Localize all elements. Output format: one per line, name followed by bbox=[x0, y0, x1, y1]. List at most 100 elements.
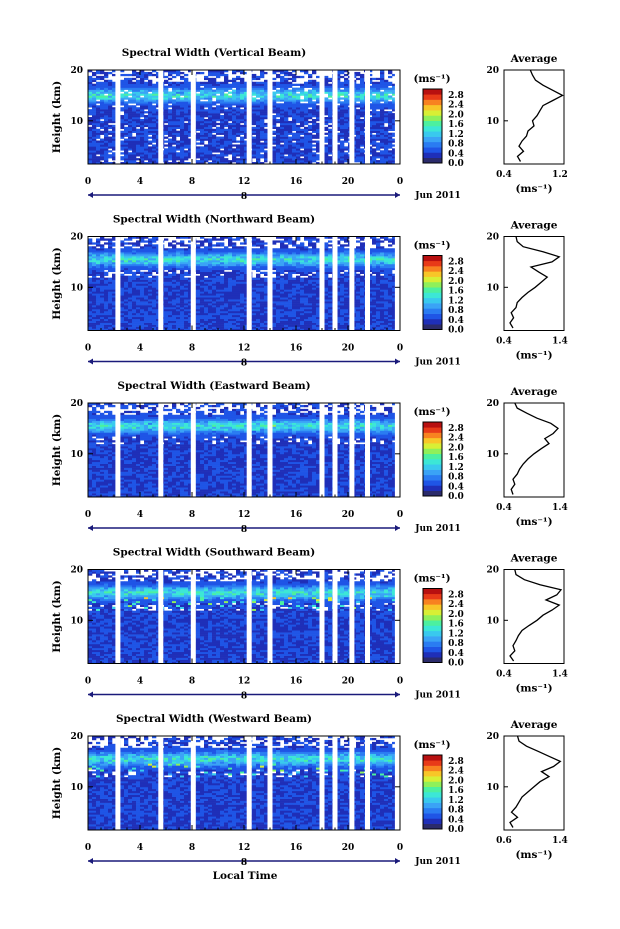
colorbar-swatch bbox=[423, 271, 442, 277]
colorbar-tick-label: 1.6 bbox=[448, 453, 464, 463]
colorbar-swatch bbox=[423, 120, 442, 127]
colorbar-swatch bbox=[423, 614, 442, 621]
x-tick-label: 20 bbox=[342, 344, 355, 354]
colorbar-swatch bbox=[423, 147, 442, 153]
colorbar-tick-label: 0.8 bbox=[448, 140, 464, 150]
profile-y-tick-label: 10 bbox=[486, 616, 499, 626]
y-axis-label: Height (km) bbox=[51, 247, 63, 319]
y-tick-label: 20 bbox=[70, 66, 83, 76]
profile-x-tick-label: 0.4 bbox=[496, 670, 512, 680]
colorbar-tick-label: 2.0 bbox=[448, 610, 464, 620]
colorbar-swatch bbox=[423, 807, 442, 814]
date-bar-arrow-left bbox=[88, 358, 93, 365]
panel-5: Spectral Width (Westward Beam) 10 20 Height… bbox=[51, 713, 568, 868]
colorbar-swatch bbox=[423, 136, 442, 143]
profile-x-axis-label: (ms⁻¹) bbox=[515, 849, 552, 861]
colorbar-tick-label: 2.8 bbox=[448, 591, 464, 601]
colorbar-tick-label: 2.4 bbox=[448, 600, 464, 610]
data-gap bbox=[190, 736, 196, 830]
colorbar-swatch bbox=[423, 625, 442, 632]
profile-y-tick-label: 10 bbox=[486, 283, 499, 293]
profile-line bbox=[509, 735, 562, 828]
date-label: Jun 2011 bbox=[414, 691, 461, 701]
profile-x-tick-label: 0.6 bbox=[496, 836, 512, 846]
x-tick-label: 0 bbox=[397, 510, 403, 520]
colorbar-tick-label: 0.0 bbox=[448, 659, 464, 669]
colorbar-tick-label: 1.6 bbox=[448, 287, 464, 297]
colorbar-unit: (ms⁻¹) bbox=[413, 73, 450, 85]
colorbar-tick-label: 0.4 bbox=[448, 316, 464, 326]
colorbar-swatch bbox=[423, 781, 442, 788]
data-gap bbox=[349, 736, 355, 830]
colorbar-swatch bbox=[423, 432, 442, 439]
colorbar-swatch bbox=[423, 422, 442, 428]
x-tick-label: 8 bbox=[189, 677, 195, 687]
colorbar-tick-label: 0.4 bbox=[448, 815, 464, 825]
data-gap bbox=[332, 569, 338, 664]
data-gap bbox=[394, 236, 400, 331]
colorbar-swatch bbox=[423, 437, 442, 444]
colorbar-swatch bbox=[423, 281, 442, 288]
data-gap bbox=[158, 736, 164, 830]
colorbar-swatch bbox=[423, 459, 442, 465]
colorbar-swatch bbox=[423, 469, 442, 476]
colorbar-swatch bbox=[423, 255, 442, 262]
colorbar-swatch bbox=[423, 760, 442, 766]
colorbar-swatch bbox=[423, 797, 442, 803]
data-gap bbox=[349, 236, 355, 331]
colorbar-swatch bbox=[423, 324, 442, 330]
data-gap bbox=[267, 736, 273, 830]
colorbar-swatch bbox=[423, 474, 442, 481]
date-bar-arrow-left bbox=[88, 525, 93, 531]
y-tick-label: 10 bbox=[70, 450, 83, 460]
colorbar-swatch bbox=[423, 657, 442, 663]
data-gap bbox=[365, 569, 370, 664]
x-tick-label: 8 bbox=[189, 177, 195, 187]
data-gap bbox=[115, 70, 121, 164]
colorbar-tick-label: 2.8 bbox=[448, 424, 464, 434]
colorbar-tick-label: 2.8 bbox=[448, 258, 464, 268]
data-gap bbox=[319, 569, 325, 664]
colorbar-swatch bbox=[423, 792, 442, 798]
day-marker: 8 bbox=[241, 192, 247, 202]
profile-x-axis-label: (ms⁻¹) bbox=[515, 516, 552, 528]
profile-line bbox=[509, 569, 563, 662]
data-gap bbox=[365, 736, 370, 830]
heatmap-cells bbox=[88, 569, 401, 664]
colorbar-swatch bbox=[423, 152, 442, 159]
panel-2: Spectral Width (Northward Beam) 10 20 Heigh… bbox=[51, 214, 568, 369]
panel-4: Spectral Width (Southward Beam) 10 20 Heigh… bbox=[51, 547, 568, 702]
colorbar-tick-label: 2.4 bbox=[448, 267, 464, 277]
colorbar-frame bbox=[422, 88, 443, 164]
panel-title: Spectral Width (Southward Beam) bbox=[113, 547, 315, 559]
date-bar-arrow-right bbox=[395, 691, 400, 698]
colorbar-swatch bbox=[423, 266, 442, 272]
profile-x-tick-label: 1.4 bbox=[552, 836, 568, 846]
colorbar-swatch bbox=[423, 641, 442, 647]
profile-x-tick-label: 0.4 bbox=[496, 503, 512, 513]
colorbar-swatch bbox=[423, 786, 442, 793]
colorbar-tick-label: 0.4 bbox=[448, 649, 464, 659]
date-bar-arrow-left bbox=[88, 691, 93, 698]
profile-title: Average bbox=[510, 386, 558, 398]
data-gap bbox=[394, 70, 400, 164]
colorbar-unit: (ms⁻¹) bbox=[413, 739, 450, 751]
data-gap bbox=[267, 569, 273, 664]
x-tick-label: 4 bbox=[137, 510, 143, 520]
colorbar-tick-label: 1.2 bbox=[448, 629, 464, 639]
colorbar-swatch bbox=[423, 448, 442, 455]
data-gap bbox=[158, 70, 164, 164]
profile-line bbox=[510, 402, 559, 495]
x-tick-label: 0 bbox=[85, 843, 91, 853]
colorbar-swatch bbox=[423, 110, 442, 116]
colorbar-swatch bbox=[423, 813, 442, 819]
profile-y-tick-label: 20 bbox=[486, 399, 499, 409]
data-gap bbox=[246, 569, 252, 664]
profile-x-axis-label: (ms⁻¹) bbox=[515, 683, 552, 695]
x-tick-label: 8 bbox=[189, 344, 195, 354]
colorbar-tick-label: 2.8 bbox=[448, 757, 464, 767]
data-gap bbox=[349, 569, 355, 664]
profile-frame bbox=[503, 735, 565, 831]
colorbar-swatch bbox=[423, 94, 442, 100]
x-tick-label: 0 bbox=[397, 843, 403, 853]
